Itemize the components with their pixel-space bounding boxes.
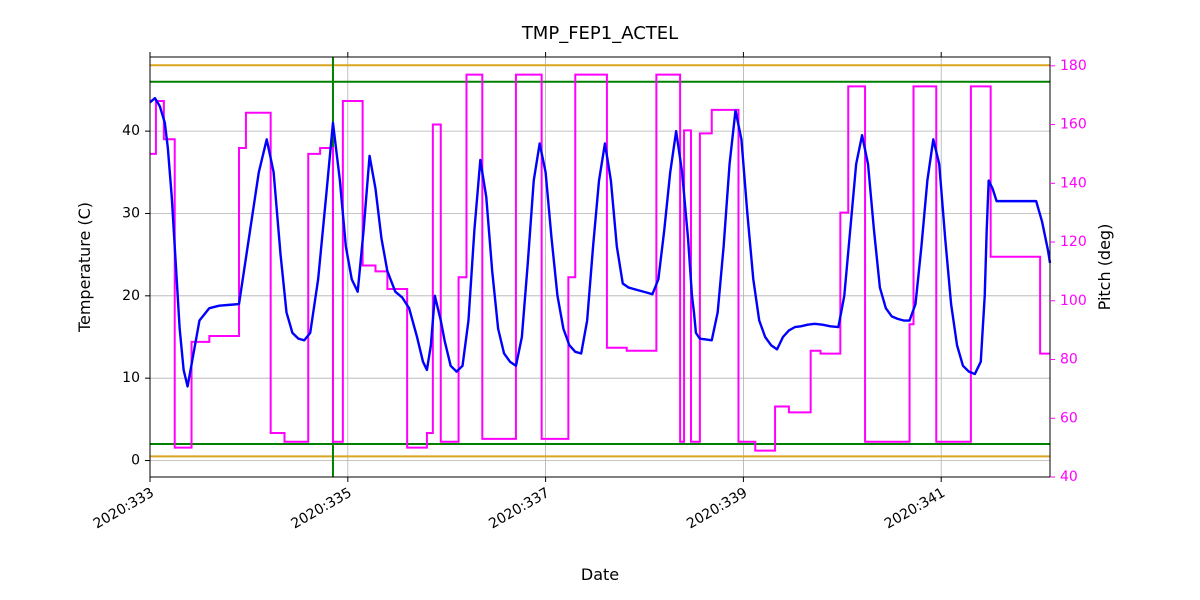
y-left-tick-label: 0 (131, 453, 140, 469)
y-left-tick-label: 40 (122, 123, 140, 139)
x-axis-label: Date (581, 565, 619, 584)
y-axis-right-label: Pitch (deg) (1095, 224, 1114, 311)
y-right-tick-label: 160 (1060, 117, 1087, 133)
y-right-tick-label: 40 (1060, 469, 1078, 485)
y-right-tick-label: 180 (1060, 58, 1087, 74)
y-right-tick-label: 140 (1060, 175, 1087, 191)
y-axis-left-label: Temperature (C) (75, 202, 94, 333)
y-left-tick-label: 10 (122, 370, 140, 386)
y-left-tick-label: 30 (122, 205, 140, 221)
y-right-tick-label: 80 (1060, 352, 1078, 368)
y-left-tick-label: 20 (122, 288, 140, 304)
temperature-pitch-chart: 2020:3332020:3352020:3372020:3392020:341… (0, 0, 1200, 600)
chart-title: TMP_FEP1_ACTEL (521, 23, 678, 44)
y-right-tick-label: 120 (1060, 234, 1087, 250)
y-right-tick-label: 100 (1060, 293, 1087, 309)
y-right-tick-label: 60 (1060, 410, 1078, 426)
